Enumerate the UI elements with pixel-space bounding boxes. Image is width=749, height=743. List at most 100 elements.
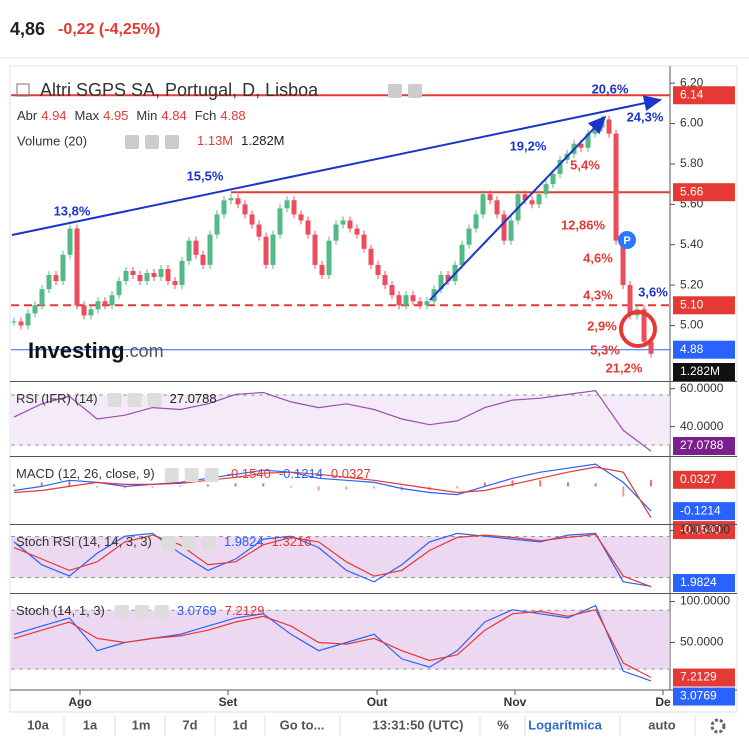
candle-body xyxy=(270,234,276,265)
toolbar-button[interactable]: 1a xyxy=(83,717,98,732)
toolbar-button[interactable]: % xyxy=(497,717,509,732)
axis-tag xyxy=(673,183,735,202)
candle-body xyxy=(193,240,199,255)
readout: 1.9824 xyxy=(224,534,264,549)
candle-body xyxy=(340,220,346,225)
readout: 7.2129 xyxy=(225,603,265,618)
ohlc-row: Abr 4.94 Max 4.95 Min 4.84 Fch 4.88 xyxy=(17,108,246,123)
candle-body xyxy=(172,281,178,286)
candle-body xyxy=(620,240,626,286)
histogram-bar xyxy=(317,486,320,491)
candle-body xyxy=(536,194,542,205)
histogram-bar xyxy=(539,480,542,487)
candle-body xyxy=(487,194,493,201)
y-tick-label: 60.0000 xyxy=(680,381,724,395)
toolbar-button[interactable]: auto xyxy=(648,717,676,732)
candle-body xyxy=(144,272,150,282)
histogram-bar xyxy=(594,483,597,487)
price-change: -0,22 (-4,25%) xyxy=(58,21,160,38)
indicator-line xyxy=(13,463,652,512)
x-tick-label: Nov xyxy=(504,695,527,709)
histogram-bar xyxy=(123,486,126,489)
candle-body xyxy=(480,194,486,215)
indicator-line xyxy=(13,604,652,682)
readout: Fch xyxy=(195,108,217,123)
axis-tag-label: 7.2129 xyxy=(680,670,717,684)
quote-bar xyxy=(0,0,749,58)
candle-body xyxy=(382,274,388,286)
watermark-part: .com xyxy=(125,341,164,361)
axis-tag-label: 4.88 xyxy=(680,342,704,356)
y-tick-label: 5.20 xyxy=(680,277,704,291)
x-tick-label: Ago xyxy=(68,695,91,709)
candle-body xyxy=(200,254,206,265)
candle-body xyxy=(648,341,654,354)
candle-body xyxy=(312,234,318,265)
histogram-bar xyxy=(345,486,348,490)
toolbar-button[interactable]: 13:31:50 (UTC) xyxy=(372,717,463,732)
candle-body xyxy=(641,309,647,342)
toolbar-button[interactable]: 1d xyxy=(232,717,247,732)
annotation: 4,3% xyxy=(583,287,613,302)
histogram-bar xyxy=(262,483,265,487)
candle-body xyxy=(361,234,367,249)
histogram-bar xyxy=(511,480,514,487)
x-tick-label: Out xyxy=(367,695,388,709)
readout: Max xyxy=(75,108,100,123)
y-tick-label: 5.00 xyxy=(680,318,704,332)
readout: Abr xyxy=(17,108,38,123)
candle-body xyxy=(88,309,94,316)
y-tick-label: 50.0000 xyxy=(680,635,724,649)
indicator-line xyxy=(13,389,652,452)
axis-tag-label: 5.10 xyxy=(680,297,704,311)
axis-tag xyxy=(673,437,735,455)
histogram-bar xyxy=(566,482,569,487)
histogram-bar xyxy=(483,482,486,487)
candle-body xyxy=(305,220,311,235)
candle-body xyxy=(130,270,136,275)
candle-body xyxy=(347,220,353,229)
toolbar-button[interactable]: Logarítmica xyxy=(528,717,602,732)
axis-tag xyxy=(673,502,735,521)
readout: 1.282M xyxy=(241,133,284,148)
y-tick-label: 40.0000 xyxy=(680,419,724,433)
axis-tag xyxy=(673,687,735,706)
candle-body xyxy=(151,272,157,278)
axis-tag xyxy=(673,296,735,315)
candle-body xyxy=(368,248,374,265)
toolbar-button[interactable]: 7d xyxy=(182,717,197,732)
candle-body xyxy=(165,268,171,282)
candle-body xyxy=(291,200,297,215)
annotation: 13,8% xyxy=(54,203,91,218)
axis-tag xyxy=(673,574,735,592)
panel-icon xyxy=(164,468,179,482)
last-price: 4,86 xyxy=(10,19,45,39)
candle-body xyxy=(60,254,66,282)
panel-icon xyxy=(145,135,159,149)
y-tick-label: 100.0000 xyxy=(680,594,730,608)
settings-button[interactable] xyxy=(710,718,726,734)
axis-tag xyxy=(673,521,735,540)
symbol-icon xyxy=(16,83,30,97)
watermark: Investing.com xyxy=(28,338,164,363)
readout: 3.0769 xyxy=(177,603,217,618)
event-marker-badge xyxy=(618,231,636,249)
axis-tag xyxy=(673,470,735,489)
toolbar-button[interactable]: 1m xyxy=(132,717,151,732)
panel-icon xyxy=(181,536,196,550)
toolbar-button[interactable]: 10a xyxy=(27,717,49,732)
chart-title: Altri SGPS SA, Portugal, D, Lisboa xyxy=(40,80,319,100)
axis-tag-label: 1.282M xyxy=(680,364,720,378)
panel-icon xyxy=(201,536,216,550)
candle-body xyxy=(396,295,402,306)
candle-body xyxy=(438,274,444,290)
histogram-bar xyxy=(622,486,625,497)
candle-body xyxy=(158,268,164,278)
candle-body xyxy=(389,285,395,296)
axis-tag-label: 5.66 xyxy=(680,184,704,198)
histogram-bar xyxy=(289,486,292,488)
candle-body xyxy=(179,260,185,286)
toolbar-button[interactable]: Go to... xyxy=(280,717,325,732)
candle-body xyxy=(473,214,479,229)
readout: Min xyxy=(136,108,157,123)
